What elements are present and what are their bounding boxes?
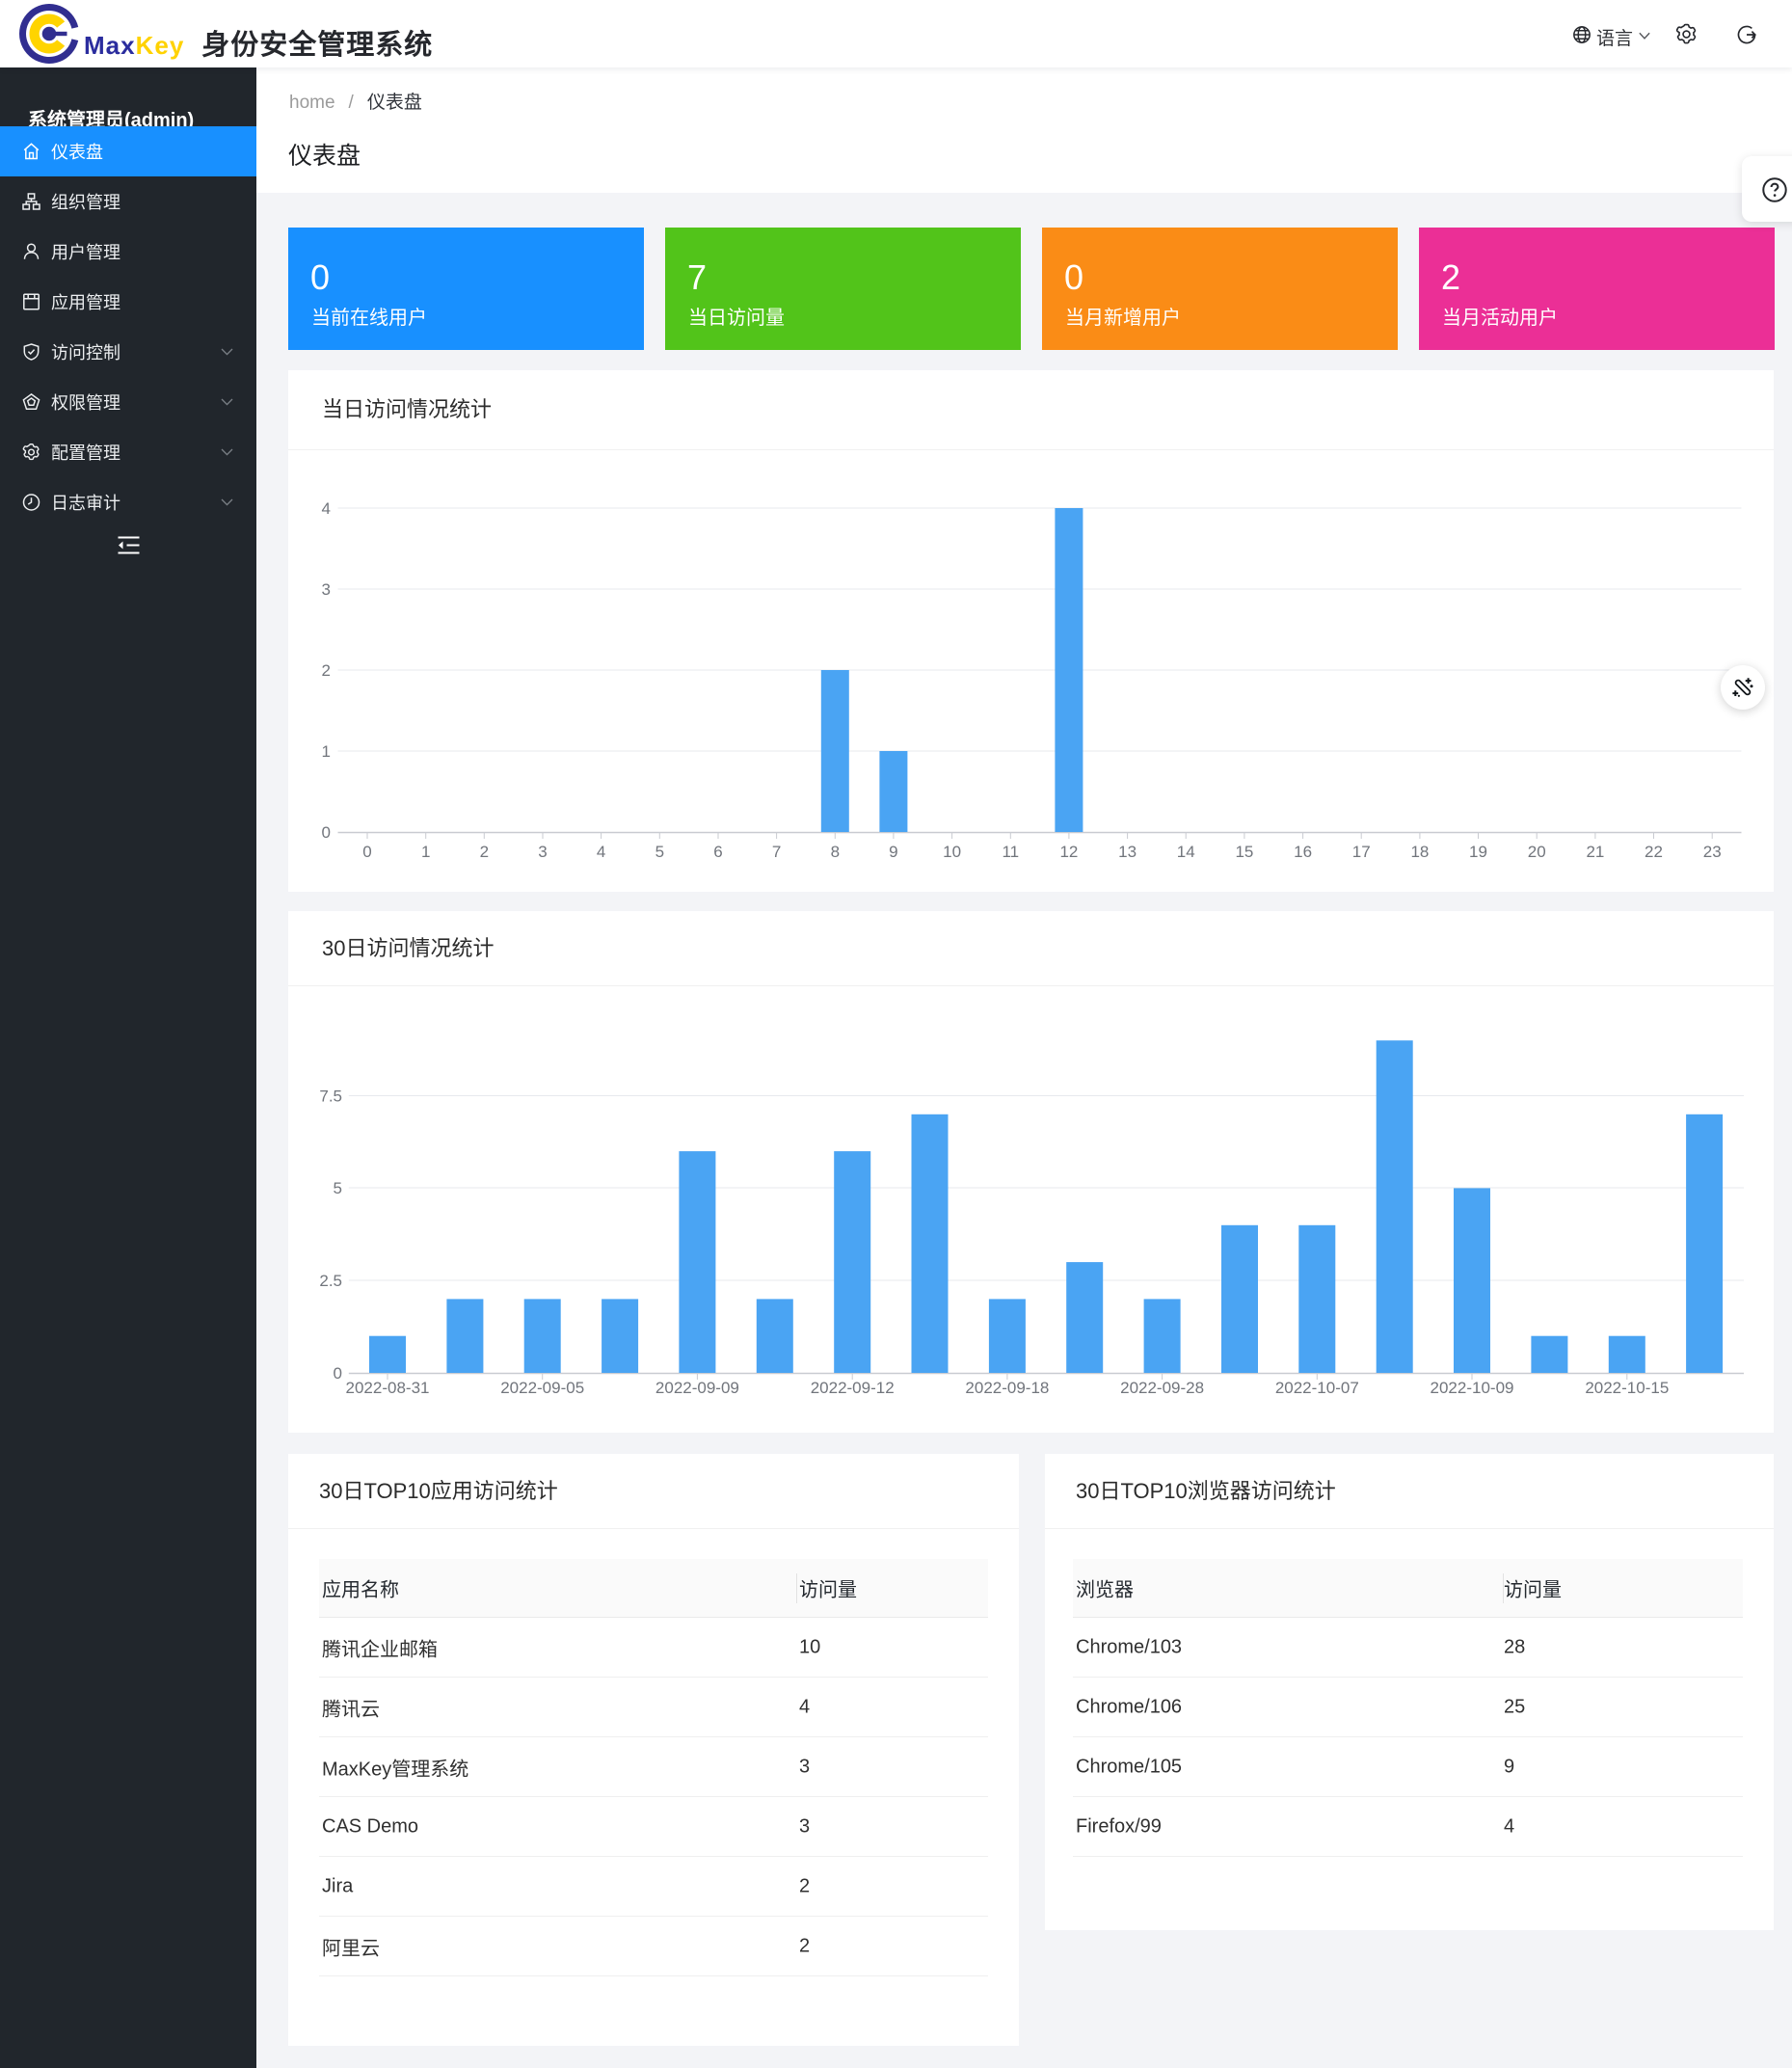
svg-text:3: 3 (538, 843, 547, 861)
svg-text:2022-09-28: 2022-09-28 (1120, 1379, 1204, 1397)
svg-text:1: 1 (421, 843, 430, 861)
svg-text:22: 22 (1645, 843, 1663, 861)
svg-text:8: 8 (831, 843, 840, 861)
svg-text:1: 1 (322, 742, 331, 761)
svg-text:6: 6 (713, 843, 722, 861)
svg-text:7.5: 7.5 (319, 1088, 342, 1106)
svg-text:23: 23 (1703, 843, 1722, 861)
svg-text:2: 2 (480, 843, 489, 861)
svg-text:2: 2 (322, 661, 331, 680)
svg-text:19: 19 (1469, 843, 1487, 861)
svg-text:4: 4 (322, 499, 331, 518)
svg-text:4: 4 (597, 843, 605, 861)
svg-text:2022-09-18: 2022-09-18 (965, 1379, 1049, 1397)
svg-text:12: 12 (1059, 843, 1078, 861)
svg-text:17: 17 (1352, 843, 1371, 861)
svg-text:20: 20 (1528, 843, 1546, 861)
svg-text:5: 5 (334, 1179, 342, 1197)
svg-text:21: 21 (1586, 843, 1604, 861)
svg-text:10: 10 (943, 843, 961, 861)
svg-text:0: 0 (334, 1364, 342, 1383)
svg-text:2022-08-31: 2022-08-31 (346, 1379, 430, 1397)
svg-text:2.5: 2.5 (319, 1272, 342, 1290)
svg-text:2022-10-09: 2022-10-09 (1431, 1379, 1514, 1397)
svg-text:18: 18 (1410, 843, 1429, 861)
svg-text:5: 5 (655, 843, 664, 861)
svg-text:13: 13 (1118, 843, 1137, 861)
svg-text:11: 11 (1002, 843, 1019, 861)
svg-text:2022-09-09: 2022-09-09 (655, 1379, 739, 1397)
svg-text:2022-10-15: 2022-10-15 (1585, 1379, 1669, 1397)
svg-text:9: 9 (889, 843, 897, 861)
svg-text:7: 7 (772, 843, 781, 861)
svg-text:16: 16 (1294, 843, 1312, 861)
svg-text:14: 14 (1177, 843, 1195, 861)
svg-text:0: 0 (322, 823, 331, 842)
svg-text:0: 0 (362, 843, 371, 861)
svg-text:2022-09-05: 2022-09-05 (500, 1379, 584, 1397)
svg-text:15: 15 (1235, 843, 1253, 861)
svg-text:2022-10-07: 2022-10-07 (1275, 1379, 1359, 1397)
svg-text:3: 3 (322, 580, 331, 599)
svg-text:2022-09-12: 2022-09-12 (811, 1379, 895, 1397)
